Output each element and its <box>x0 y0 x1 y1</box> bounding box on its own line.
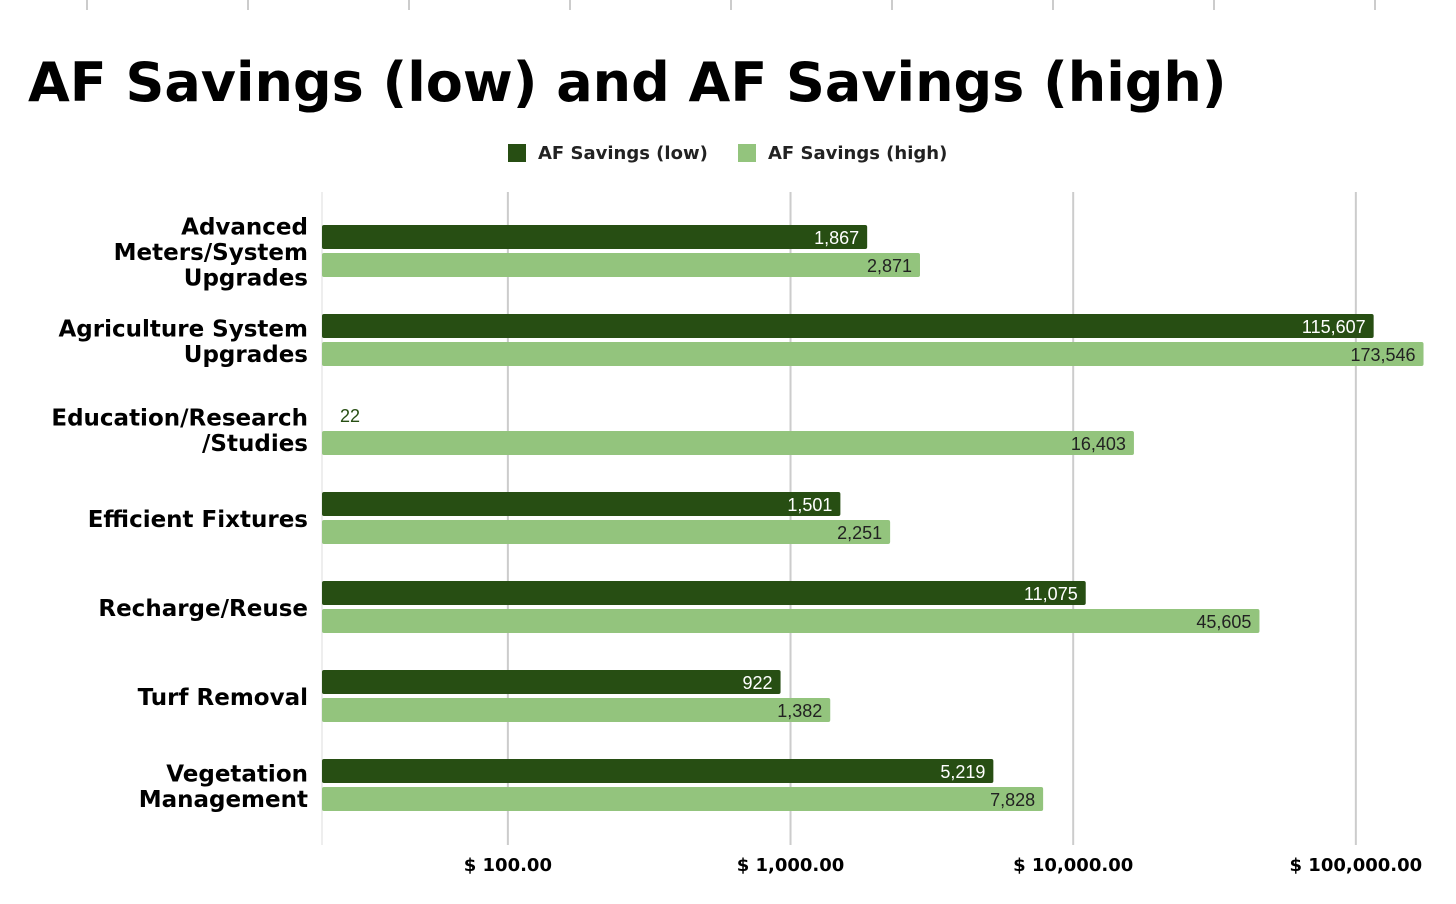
bar-high <box>322 431 1134 455</box>
data-label-high: 1,382 <box>777 701 822 721</box>
bar-high <box>322 253 920 277</box>
legend-label-high: AF Savings (high) <box>768 143 947 164</box>
legend: AF Savings (low) AF Savings (high) <box>508 143 947 164</box>
gridlines <box>321 192 1357 845</box>
data-label-high: 2,251 <box>837 523 882 543</box>
data-label-low: 115,607 <box>1302 317 1366 337</box>
x-tick-label: $ 100.00 <box>464 855 552 876</box>
bar-high <box>322 342 1424 366</box>
x-tick-label: $ 10,000.00 <box>1013 855 1133 876</box>
bar-high <box>322 787 1044 811</box>
data-label-high: 173,546 <box>1350 345 1415 365</box>
bar-high <box>322 698 831 722</box>
data-label-low: 5,219 <box>940 762 985 782</box>
bar-low <box>322 314 1374 338</box>
x-tick-label: $ 100,000.00 <box>1290 855 1423 876</box>
bar-low <box>322 670 781 694</box>
legend-swatch-low <box>508 144 526 162</box>
legend-label-low: AF Savings (low) <box>538 143 708 164</box>
bar-low <box>322 225 868 249</box>
data-label-high: 2,871 <box>867 256 912 276</box>
data-label-low: 11,075 <box>1024 584 1078 604</box>
bar-low <box>322 581 1086 605</box>
x-axis-tick-labels: $ 100.00 $ 1,000.00 $ 10,000.00 $ 100,000.0… <box>464 855 1422 876</box>
category-label: Vegetation Management <box>139 761 308 813</box>
x-tick-label: $ 1,000.00 <box>737 855 845 876</box>
legend-swatch-high <box>738 144 756 162</box>
bar-high <box>322 609 1260 633</box>
category-label: Efficient Fixtures <box>88 507 308 533</box>
category-label: Education/Research/Studies <box>51 405 308 457</box>
data-label-low: 1,501 <box>787 495 832 515</box>
bar-low <box>322 492 841 516</box>
chart-title: AF Savings (low) and AF Savings (high) <box>28 51 1227 114</box>
data-label-low: 22 <box>340 406 360 426</box>
data-label-high: 45,605 <box>1196 612 1251 632</box>
top-edge-ticks <box>86 0 1376 10</box>
data-label-low: 922 <box>743 673 773 693</box>
category-label: Agriculture System Upgrades <box>58 316 308 368</box>
category-label: Turf Removal <box>138 685 308 711</box>
data-label-high: 16,403 <box>1071 434 1126 454</box>
bar-high <box>322 520 891 544</box>
category-label: Advanced Meters/System Upgrades <box>114 215 308 292</box>
data-label-low: 1,867 <box>814 228 859 248</box>
bars: 1,867 2,871 115,607 173,546 22 16,403 1,5012,2… <box>322 225 1424 811</box>
category-labels: Advanced Meters/System Upgrades Agriculture… <box>51 215 308 813</box>
category-label: Recharge/Reuse <box>98 596 308 622</box>
data-label-high: 7,828 <box>990 790 1035 810</box>
bar-low <box>322 759 994 783</box>
